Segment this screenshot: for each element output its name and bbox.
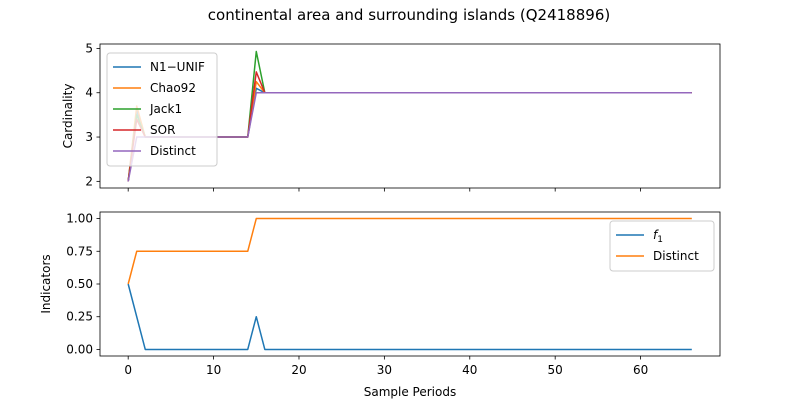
y-tick-label: 3 <box>85 130 93 144</box>
y-tick-label: 5 <box>85 41 93 55</box>
x-tick-label: 30 <box>377 363 392 377</box>
y-tick-label: 1.00 <box>66 212 93 226</box>
legend-label: Jack1 <box>149 102 182 116</box>
legend-label: N1−UNIF <box>150 60 205 74</box>
x-tick-label: 10 <box>206 363 221 377</box>
legend-label: SOR <box>150 123 175 137</box>
y-tick-label: 0.25 <box>66 310 93 324</box>
legend-label: Chao92 <box>150 81 196 95</box>
legend-box <box>609 220 715 272</box>
y-axis-label: Indicators <box>39 254 53 313</box>
y-tick-label: 4 <box>85 86 93 100</box>
x-axis-label: Sample Periods <box>364 385 456 399</box>
legend-box <box>106 52 218 167</box>
axes-frame <box>99 43 721 189</box>
figure-title: continental area and surrounding islands… <box>208 6 610 24</box>
cardinality-panel: 2 3 4 5 Cardinality N1−UNIF Chao92 Jack1 SOR Dist… <box>61 41 721 192</box>
legend-label: Distinct <box>150 144 196 158</box>
x-tick-label: 20 <box>291 363 306 377</box>
x-tick-label: 50 <box>548 363 563 377</box>
y-tick-label: 0.75 <box>66 244 93 258</box>
x-tick-label: 60 <box>633 363 648 377</box>
series-line-f <box>127 283 692 351</box>
legend-label: f1 <box>653 228 663 245</box>
series-line-distinct <box>127 217 692 285</box>
x-tick-label: 0 <box>124 363 132 377</box>
legend: f1 Distinct <box>609 220 715 272</box>
legend: N1−UNIF Chao92 Jack1 SOR Distinct <box>106 52 218 167</box>
y-tick-label: 0.50 <box>66 277 93 291</box>
x-tick-label: 40 <box>462 363 477 377</box>
y-axis-label: Cardinality <box>61 84 75 149</box>
legend-label: Distinct <box>653 249 699 263</box>
series-lines <box>127 217 692 351</box>
indicators-panel: 0.00 0.25 0.50 0.75 1.00 0 10 20 30 40 50 60 Indicat… <box>39 212 721 399</box>
y-tick-label: 0.00 <box>66 342 93 356</box>
y-tick-label: 2 <box>85 174 93 188</box>
